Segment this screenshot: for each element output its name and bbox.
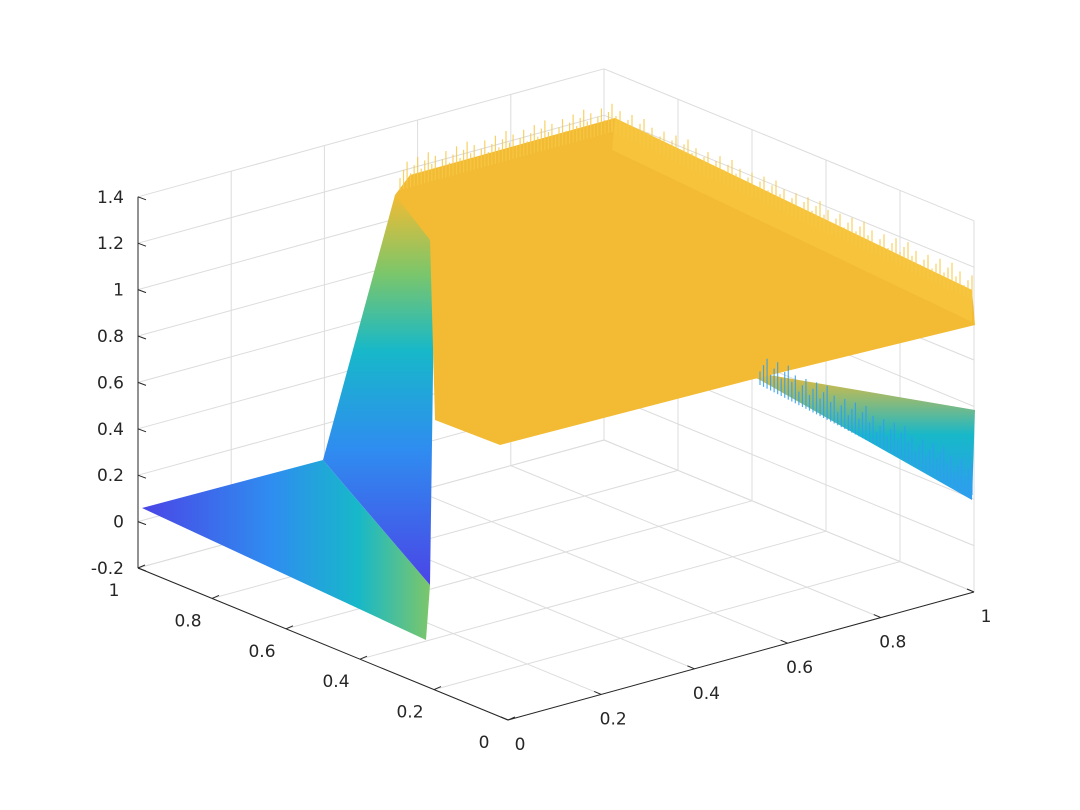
- x-tick-label: 1: [981, 607, 992, 627]
- sidewall-gridline-z: [603, 439, 975, 593]
- x-tick-label: 0.8: [879, 633, 906, 653]
- z-tick-label: 1.2: [97, 234, 124, 254]
- y-tick-label: 0: [479, 733, 490, 753]
- surface-spikes: [399, 103, 973, 495]
- z-tick-mark: [137, 428, 147, 433]
- axes: 00.20.40.60.8100.20.40.60.81-0.200.20.40…: [91, 188, 992, 755]
- y-tick-label: 0.4: [322, 672, 349, 692]
- y-tick-mark: [433, 686, 442, 691]
- z-tick-label: 0.4: [97, 420, 124, 440]
- floor-gridline-y: [359, 530, 827, 660]
- z-tick-mark: [137, 521, 147, 526]
- backwall-gridline-z: [137, 68, 605, 198]
- z-tick-label: 1.4: [97, 188, 124, 208]
- floor-gridline-x: [510, 465, 881, 619]
- z-tick-mark: [137, 242, 147, 247]
- x-tick-label: 0: [515, 735, 526, 755]
- floor-gridline-x: [417, 490, 788, 644]
- z-tick-mark: [137, 381, 147, 386]
- x-tick-label: 0.2: [600, 709, 627, 729]
- sidewall-gridline-z: [603, 393, 975, 547]
- z-tick-label: 0.6: [97, 373, 124, 393]
- x-tick-mark: [780, 639, 788, 644]
- floor-gridline-y: [211, 469, 679, 599]
- y-tick-mark: [359, 655, 368, 660]
- surface-low-plateau: [142, 460, 430, 640]
- x-tick-mark: [687, 665, 695, 670]
- z-tick-mark: [137, 335, 147, 340]
- z-tick-mark: [137, 196, 147, 201]
- z-tick-mark: [137, 289, 147, 294]
- x-tick-mark: [500, 716, 509, 721]
- y-axis-line: [137, 567, 509, 721]
- backwall-gridline-z: [137, 114, 605, 244]
- surface: [142, 103, 975, 640]
- x-tick-label: 0.6: [786, 658, 813, 678]
- x-tick-mark: [873, 614, 881, 619]
- z-tick-label: 0.2: [97, 466, 124, 486]
- z-tick-label: -0.2: [91, 559, 124, 579]
- floor-gridline-y: [433, 561, 901, 691]
- y-tick-label: 0.2: [396, 703, 423, 723]
- sidewall-gridline-z: [603, 68, 975, 222]
- surface-high-plateau: [395, 118, 975, 445]
- y-tick-label: 0.8: [174, 611, 201, 631]
- z-tick-label: 0.8: [97, 327, 124, 347]
- y-tick-label: 1: [109, 581, 120, 601]
- y-tick-label: 0.6: [248, 642, 275, 662]
- z-tick-mark: [137, 474, 147, 479]
- y-tick-mark: [285, 625, 294, 630]
- x-tick-mark: [594, 690, 602, 695]
- surface-back-drop: [740, 370, 975, 500]
- z-tick-label: 0: [113, 513, 124, 533]
- z-tick-label: 1: [113, 281, 124, 301]
- x-tick-label: 0.4: [693, 684, 720, 704]
- y-tick-mark: [507, 716, 516, 721]
- surface-high-plateau-edge: [612, 118, 972, 322]
- y-tick-mark: [211, 594, 220, 599]
- surface-rising-wall: [323, 195, 435, 585]
- x-tick-mark: [966, 588, 975, 593]
- y-tick-mark: [137, 564, 146, 569]
- x-axis-line: [507, 591, 975, 721]
- sidewall-gridline-z: [603, 114, 975, 268]
- z-tick-mark: [137, 567, 147, 572]
